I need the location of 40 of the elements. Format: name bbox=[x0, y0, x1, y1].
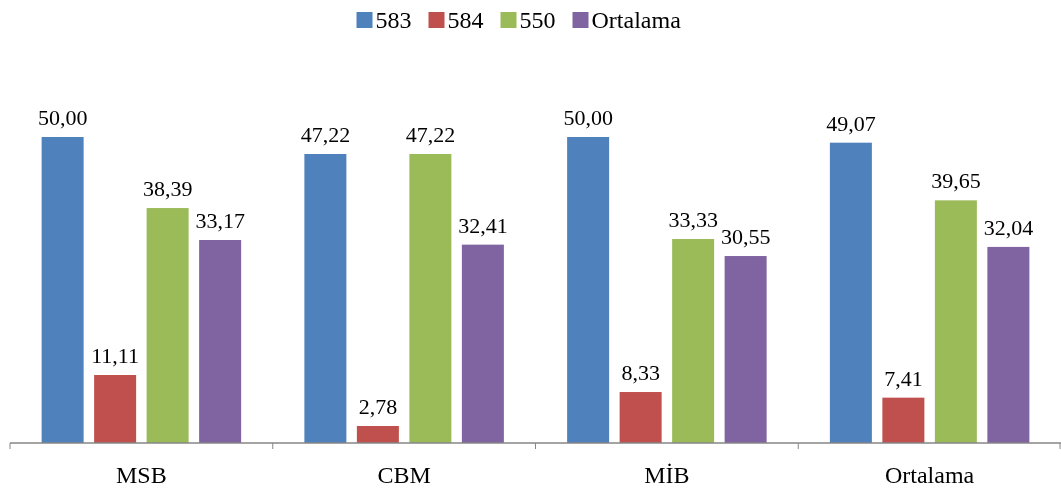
x-tick-label: MSB bbox=[116, 462, 167, 488]
data-label: 2,78 bbox=[358, 393, 398, 419]
data-label: 32,04 bbox=[983, 214, 1034, 240]
bar bbox=[409, 154, 452, 443]
data-label: 7,41 bbox=[884, 365, 923, 391]
bar bbox=[94, 375, 137, 443]
data-label: 11,11 bbox=[91, 343, 140, 369]
x-tick-label: CBM bbox=[377, 462, 431, 488]
x-tick-label: Ortalama bbox=[884, 462, 975, 488]
data-label: 47,22 bbox=[300, 122, 351, 148]
bar bbox=[672, 239, 715, 443]
bar bbox=[882, 397, 925, 443]
data-label: 33,17 bbox=[195, 208, 245, 233]
bar bbox=[199, 240, 242, 443]
data-label: 47,22 bbox=[405, 122, 456, 148]
data-label: 33,33 bbox=[668, 207, 718, 233]
bar bbox=[41, 137, 84, 443]
bar bbox=[619, 392, 662, 443]
legend-label: 550 bbox=[519, 7, 556, 33]
data-label: 50,00 bbox=[37, 105, 88, 130]
bar bbox=[461, 244, 504, 443]
bar bbox=[304, 154, 347, 443]
bar bbox=[567, 137, 610, 443]
data-label: 39,65 bbox=[931, 168, 981, 194]
legend-label: Ortalama bbox=[591, 7, 682, 33]
bar bbox=[987, 246, 1030, 443]
bar bbox=[934, 200, 977, 443]
data-label: 8,33 bbox=[621, 360, 660, 386]
data-label: 30,55 bbox=[720, 224, 771, 250]
legend-label: 583 bbox=[375, 7, 412, 33]
bar bbox=[146, 208, 189, 443]
data-label: 38,39 bbox=[142, 176, 193, 202]
data-label: 50,00 bbox=[563, 105, 613, 130]
data-label: 49,07 bbox=[826, 110, 876, 136]
bar bbox=[724, 256, 767, 443]
x-tick-label: MİB bbox=[644, 462, 690, 488]
data-label: 32,41 bbox=[458, 212, 508, 238]
bar bbox=[356, 425, 399, 443]
bar bbox=[829, 142, 872, 443]
legend-label: 584 bbox=[447, 7, 484, 33]
